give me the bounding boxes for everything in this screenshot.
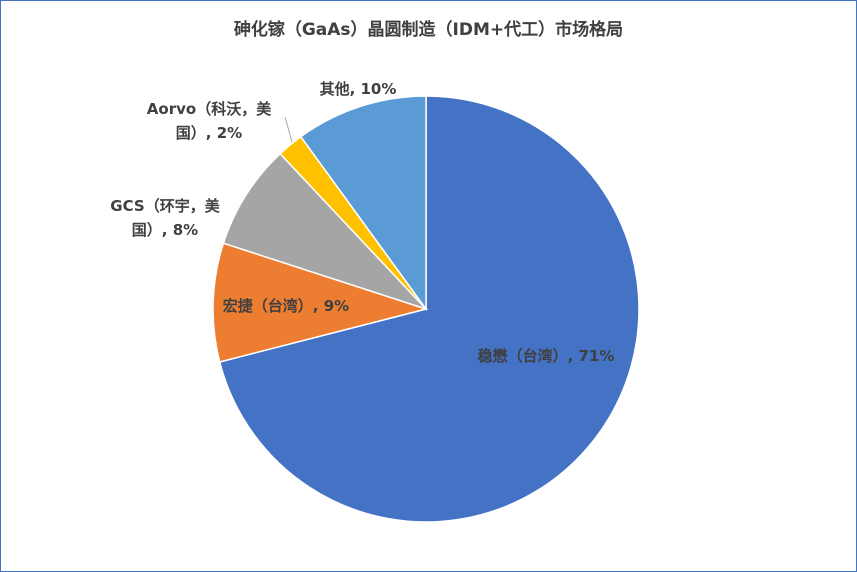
pie-slice <box>218 95 640 523</box>
leader-line <box>284 116 293 143</box>
data-label: 其他, 10% <box>319 80 397 98</box>
pie-slice <box>212 242 429 363</box>
data-label: 稳懋（台湾）, 71% <box>477 347 615 365</box>
chart-title: 砷化镓（GaAs）晶圆制造（IDM+代工）市场格局 <box>233 20 624 40</box>
data-label: 宏捷（台湾）, 9% <box>222 297 350 315</box>
data-label: GCS（环宇，美国）, 8% <box>110 197 220 239</box>
data-label: Aorvo（科沃，美国）, 2% <box>146 100 272 142</box>
pie-slice <box>222 152 427 310</box>
pie-slice <box>299 95 427 312</box>
